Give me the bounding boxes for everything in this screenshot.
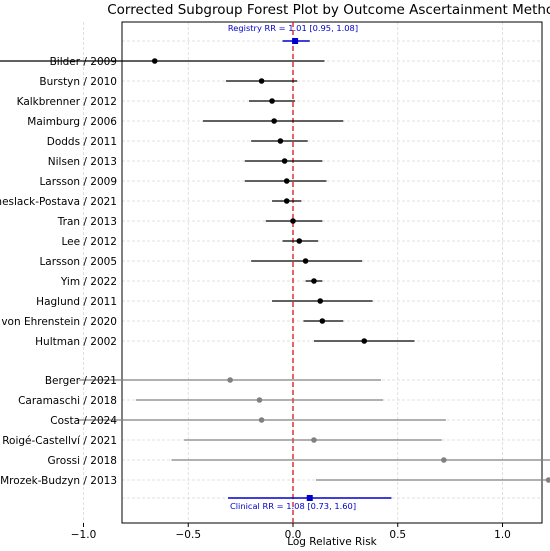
study-label: Costa / 2024 xyxy=(50,415,117,427)
study-label: Yim / 2022 xyxy=(60,276,117,288)
data-marks: Bilder / 2009 Burstyn / 2010 Kalkbrenner /… xyxy=(0,22,550,523)
study-label: Haglund / 2011 xyxy=(36,296,117,308)
point-estimate xyxy=(281,158,288,164)
study-label: Lee / 2012 xyxy=(61,236,117,248)
point-estimate xyxy=(311,278,317,284)
x-tick-label: −1.0 xyxy=(71,529,97,541)
point-estimate xyxy=(269,98,275,104)
study-label: Larsson / 2005 xyxy=(39,256,117,268)
study-label: Grossi / 2018 xyxy=(48,455,117,467)
study-label: Bilder / 2009 xyxy=(50,56,117,68)
study-label: von Ehrenstein / 2020 xyxy=(1,316,117,328)
point-estimate xyxy=(317,298,324,304)
point-estimate xyxy=(227,377,233,383)
chart-title: Corrected Subgroup Forest Plot by Outcom… xyxy=(107,2,550,18)
point-estimate xyxy=(277,138,284,144)
summary-annotation: Clinical RR = 1.08 [0.73, 1.60] xyxy=(230,501,356,511)
point-estimate xyxy=(545,477,550,483)
point-estimate xyxy=(319,318,326,324)
x-tick-label: −0.5 xyxy=(176,529,202,541)
x-tick-label: 0.5 xyxy=(389,529,406,541)
study-label: Dodds / 2011 xyxy=(47,136,117,148)
point-estimate xyxy=(151,58,158,64)
study-label: Larsson / 2009 xyxy=(39,176,117,188)
point-estimate xyxy=(441,457,447,463)
point-estimate xyxy=(258,78,265,84)
x-tick-label: 1.0 xyxy=(494,529,511,541)
study-label: Berger / 2021 xyxy=(45,375,117,387)
point-estimate xyxy=(296,238,303,244)
point-estimate xyxy=(302,258,309,264)
study-label: Hultman / 2002 xyxy=(35,336,117,348)
x-axis-label: Log Relative Risk xyxy=(287,536,377,548)
x-tick-label: 0.0 xyxy=(285,529,302,541)
plot-frame xyxy=(121,21,543,524)
point-estimate xyxy=(311,437,317,443)
point-estimate xyxy=(283,198,290,204)
point-estimate xyxy=(256,397,263,403)
point-estimate xyxy=(290,218,296,224)
point-estimate xyxy=(258,417,265,423)
study-label: Cheslack-Postava / 2021 xyxy=(0,196,117,208)
study-label: Caramaschi / 2018 xyxy=(18,395,117,407)
study-label: Nilsen / 2013 xyxy=(48,156,117,168)
point-estimate xyxy=(283,178,290,184)
x-axis-ticks: −1.5−1.0−0.50.00.51.01.52.0 xyxy=(71,523,511,541)
summary-annotation: Registry RR = 1.01 [0.95, 1.08] xyxy=(228,23,358,33)
point-estimate xyxy=(361,338,368,344)
study-label: Maimburg / 2006 xyxy=(27,116,117,128)
study-label: Mrozek-Budzyn / 2013 xyxy=(0,475,117,487)
summary-estimate xyxy=(306,495,313,501)
study-label: Kalkbrenner / 2012 xyxy=(17,96,117,108)
summary-estimate xyxy=(292,38,299,44)
study-label: Tran / 2013 xyxy=(57,216,117,228)
study-label: Burstyn / 2010 xyxy=(39,76,117,88)
point-estimate xyxy=(271,118,277,124)
study-label: Roigé-Castellví / 2021 xyxy=(2,435,117,447)
